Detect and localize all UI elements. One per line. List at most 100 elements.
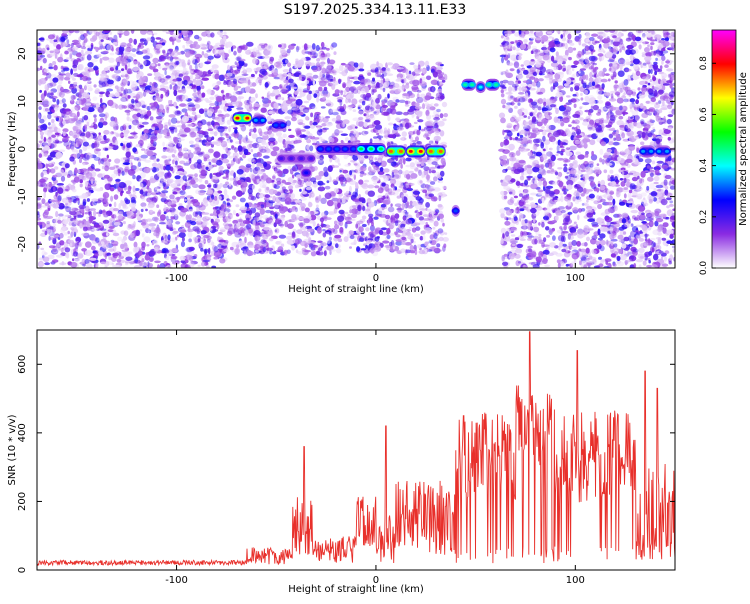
noise-speck [236,169,244,175]
noise-speck [193,254,198,258]
noise-speck [169,80,175,84]
noise-speck [169,149,177,153]
noise-speck [77,252,84,259]
noise-speck [320,138,326,143]
noise-speck [112,131,117,135]
noise-speck [260,245,264,251]
noise-speck [351,76,359,80]
noise-speck [94,168,101,172]
noise-speck [101,147,106,151]
noise-speck [162,129,168,136]
noise-speck [81,75,89,82]
noise-speck [113,194,119,200]
noise-speck [362,235,366,238]
noise-speck [321,123,327,127]
noise-speck [294,127,302,134]
noise-speck [312,67,319,73]
noise-speck [285,194,291,200]
noise-speck [164,234,168,242]
noise-speck [172,78,178,82]
noise-speck [73,134,78,139]
noise-speck [237,145,243,152]
noise-speck [129,92,137,99]
noise-speck [86,208,93,212]
noise-speck [205,158,211,162]
noise-speck [95,148,102,152]
noise-speck [220,140,228,148]
noise-speck [248,131,252,137]
noise-speck [235,190,243,197]
noise-speck [378,159,382,164]
noise-speck [215,125,218,129]
noise-speck [109,65,117,69]
noise-speck [46,167,50,175]
noise-speck [205,265,210,268]
noise-speck [403,77,407,84]
noise-speck [87,62,94,68]
noise-speck [166,106,170,114]
noise-speck [288,134,295,138]
noise-speck [217,114,224,117]
noise-speck [350,242,356,246]
noise-speck [236,65,241,72]
noise-speck [107,79,114,85]
noise-speck [157,76,162,83]
noise-speck [121,238,126,244]
noise-speck [151,33,155,36]
noise-speck [96,53,102,58]
noise-speck [63,219,69,225]
noise-speck [303,125,311,129]
noise-speck [110,184,114,188]
noise-speck [105,233,109,236]
noise-speck [48,66,54,70]
noise-speck [442,222,445,227]
noise-speck [163,211,167,215]
noise-speck [129,202,137,208]
noise-speck [117,170,121,177]
noise-speck [48,100,52,106]
noise-speck [181,94,189,102]
noise-speck [243,72,248,77]
noise-speck [173,49,179,53]
noise-speck [260,175,264,180]
noise-speck [49,237,56,240]
noise-speck [302,134,306,138]
noise-speck [184,198,187,202]
noise-speck [209,213,215,216]
noise-speck [382,240,390,244]
noise-speck [99,73,107,77]
noise-speck [315,61,321,68]
noise-speck [59,232,64,239]
noise-speck [204,98,209,102]
noise-speck [86,103,92,106]
noise-speck [216,30,224,36]
noise-speck [86,54,92,61]
noise-speck [77,93,82,99]
noise-speck [215,42,222,46]
noise-speck [165,75,171,79]
noise-speck [64,163,70,169]
noise-speck [213,131,218,137]
noise-speck [161,42,166,46]
noise-speck [52,223,57,227]
noise-speck [144,39,148,46]
noise-speck [175,160,178,166]
noise-speck [345,220,353,225]
noise-speck [123,242,128,249]
noise-speck [207,189,213,195]
noise-speck [345,190,350,195]
noise-speck [165,255,170,261]
noise-speck [203,255,208,260]
noise-speck [71,30,79,33]
noise-speck [103,30,111,33]
noise-speck [202,259,210,263]
noise-speck [157,63,161,67]
noise-speck [50,74,57,78]
noise-speck [135,143,141,148]
noise-speck [201,51,205,56]
noise-speck [92,96,98,101]
noise-speck [59,73,66,76]
noise-speck [190,163,197,170]
noise-speck [278,58,283,61]
noise-speck [55,210,59,218]
